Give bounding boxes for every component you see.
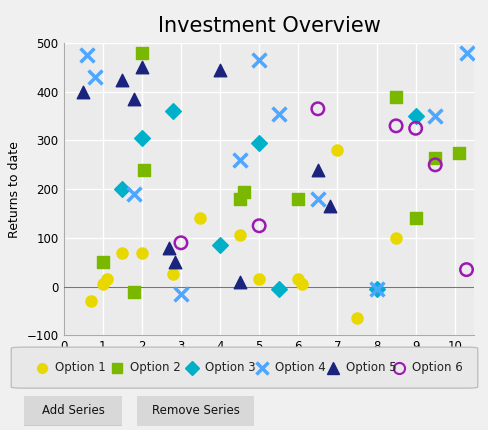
Point bbox=[171, 259, 179, 266]
Point bbox=[91, 74, 99, 80]
Point bbox=[313, 105, 321, 112]
Text: Option 3: Option 3 bbox=[204, 361, 255, 374]
Point bbox=[138, 249, 145, 256]
Point bbox=[118, 186, 126, 193]
Point bbox=[102, 276, 110, 283]
Point bbox=[333, 147, 341, 154]
Point bbox=[138, 49, 145, 56]
Point bbox=[177, 240, 184, 246]
Point bbox=[130, 288, 138, 295]
Point bbox=[255, 139, 263, 146]
Point bbox=[294, 196, 302, 203]
Text: Option 4: Option 4 bbox=[275, 361, 325, 374]
Point bbox=[462, 266, 469, 273]
Y-axis label: Returns to date: Returns to date bbox=[8, 141, 21, 238]
Point bbox=[274, 110, 282, 117]
Point bbox=[255, 57, 263, 64]
Point bbox=[235, 232, 243, 239]
Point bbox=[87, 298, 95, 305]
Text: Add Series: Add Series bbox=[42, 404, 104, 417]
Point bbox=[430, 161, 438, 168]
Point bbox=[372, 286, 380, 292]
Point bbox=[411, 215, 419, 222]
Point bbox=[118, 249, 126, 256]
Point bbox=[411, 113, 419, 120]
Point bbox=[138, 135, 145, 141]
Text: Remove Series: Remove Series bbox=[151, 404, 239, 417]
X-axis label: Age (years): Age (years) bbox=[232, 359, 305, 372]
Text: Option 1: Option 1 bbox=[55, 361, 106, 374]
Point bbox=[411, 125, 419, 132]
Point bbox=[352, 315, 360, 322]
Point bbox=[391, 123, 399, 129]
Point bbox=[239, 188, 247, 195]
Point bbox=[274, 286, 282, 292]
Point bbox=[325, 203, 333, 210]
Point bbox=[140, 166, 147, 173]
Point bbox=[430, 113, 438, 120]
Title: Investment Overview: Investment Overview bbox=[157, 16, 380, 36]
Point bbox=[298, 281, 305, 288]
Point bbox=[255, 222, 263, 229]
Point bbox=[177, 291, 184, 298]
Point bbox=[130, 190, 138, 197]
Point bbox=[313, 196, 321, 203]
Text: Option 5: Option 5 bbox=[345, 361, 396, 374]
Point bbox=[235, 196, 243, 203]
Point bbox=[372, 286, 380, 292]
Point bbox=[169, 108, 177, 115]
Text: Option 6: Option 6 bbox=[411, 361, 462, 374]
Point bbox=[169, 271, 177, 278]
Point bbox=[79, 88, 87, 95]
Point bbox=[216, 66, 224, 73]
Point bbox=[83, 52, 91, 58]
Point bbox=[99, 281, 106, 288]
Point bbox=[235, 278, 243, 285]
Point bbox=[391, 93, 399, 100]
Text: Option 2: Option 2 bbox=[130, 361, 181, 374]
Point bbox=[235, 157, 243, 163]
Point bbox=[430, 154, 438, 161]
FancyBboxPatch shape bbox=[20, 394, 127, 427]
Point bbox=[454, 149, 462, 156]
FancyBboxPatch shape bbox=[131, 394, 260, 427]
Point bbox=[313, 166, 321, 173]
Point bbox=[462, 49, 469, 56]
Point bbox=[138, 64, 145, 71]
Point bbox=[216, 242, 224, 249]
Point bbox=[118, 76, 126, 83]
Point bbox=[196, 215, 204, 222]
Point bbox=[165, 244, 173, 251]
Point bbox=[294, 276, 302, 283]
Point bbox=[391, 234, 399, 241]
Point bbox=[130, 95, 138, 102]
FancyBboxPatch shape bbox=[11, 347, 477, 388]
Point bbox=[255, 276, 263, 283]
Point bbox=[99, 259, 106, 266]
